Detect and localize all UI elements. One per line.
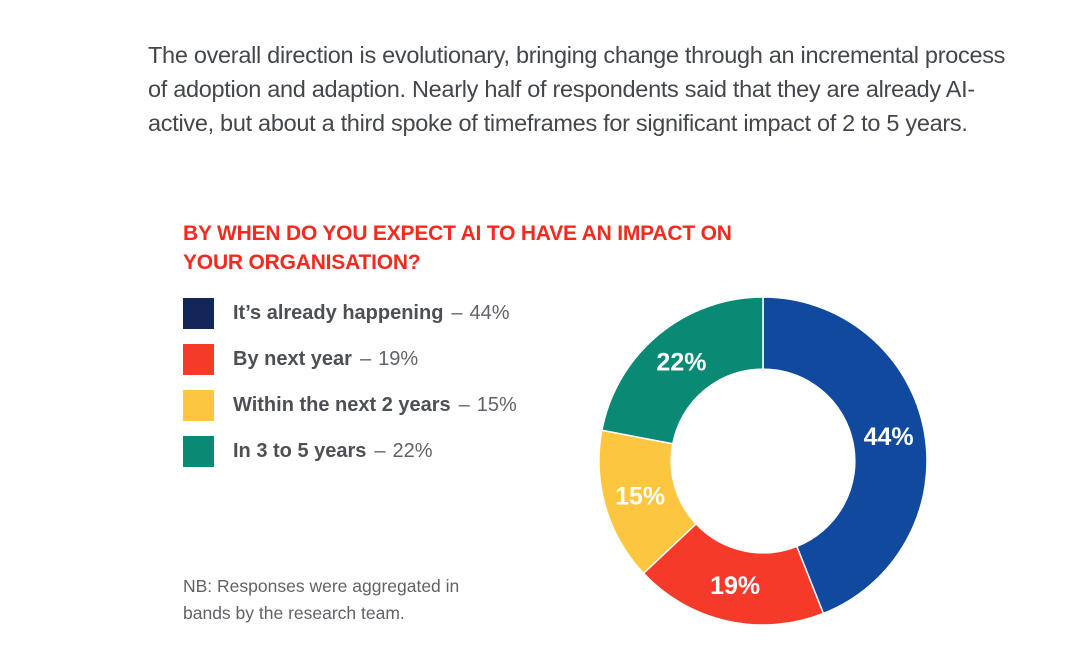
legend-label: It’s already happening <box>233 302 444 324</box>
legend-separator: – <box>359 348 372 370</box>
legend-swatch-yellow <box>183 390 214 421</box>
legend-value: 44% <box>469 302 510 324</box>
legend-separator: – <box>374 440 386 462</box>
legend-item: It’s already happening –44% <box>183 298 517 329</box>
intro-paragraph: The overall direction is evolutionary, b… <box>148 42 1006 136</box>
donut-chart-svg: 44% 19% 15% 22% <box>598 296 928 626</box>
slice-label-0: 44% <box>864 423 914 451</box>
legend-swatch-teal <box>183 436 214 467</box>
legend-separator: – <box>451 302 463 324</box>
legend-separator: – <box>458 394 470 416</box>
donut-slice-1 <box>642 522 825 626</box>
legend-value: 22% <box>392 440 433 462</box>
legend-label: Within the next 2 years <box>233 394 451 416</box>
legend-item: In 3 to 5 years –22% <box>183 436 517 467</box>
legend-value: 15% <box>476 394 517 416</box>
legend-value: 19% <box>378 348 419 370</box>
donut-slice-0 <box>762 296 928 615</box>
legend-label: By next year <box>233 348 352 370</box>
legend-swatch-navy <box>183 298 214 329</box>
slice-label-3: 22% <box>656 348 706 376</box>
donut-chart: 44% 19% 15% 22% <box>573 271 953 649</box>
slice-label-1: 19% <box>710 572 760 600</box>
chart-legend: It’s already happening –44% By next year –… <box>183 298 517 482</box>
legend-item: Within the next 2 years –15% <box>183 390 517 421</box>
footnote: NB: Responses were aggregated in bands b… <box>183 576 460 623</box>
slice-label-2: 15% <box>615 483 665 511</box>
legend-label: In 3 to 5 years <box>233 440 367 462</box>
chart-heading: BY WHEN DO YOU EXPECT AI TO HAVE AN IMPA… <box>183 222 732 274</box>
donut-slice-3 <box>601 296 764 445</box>
legend-item: By next year –19% <box>183 344 517 375</box>
legend-swatch-red <box>183 344 214 375</box>
